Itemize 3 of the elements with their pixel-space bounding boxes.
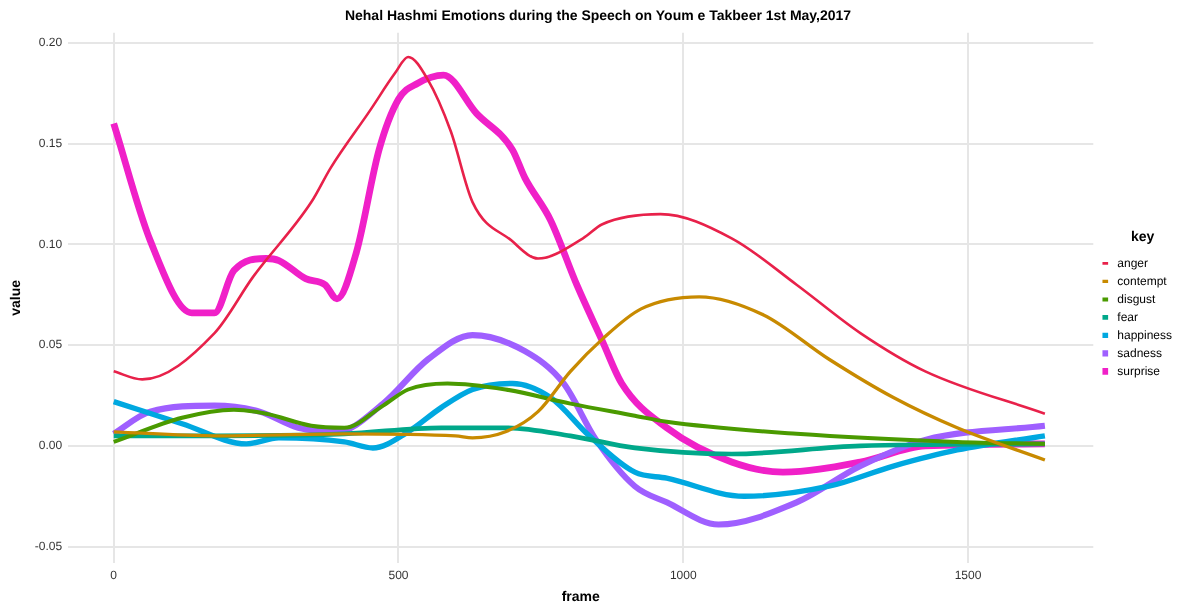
line-series	[111, 381, 1047, 446]
line-series	[112, 55, 1047, 415]
line-series	[112, 295, 1047, 462]
